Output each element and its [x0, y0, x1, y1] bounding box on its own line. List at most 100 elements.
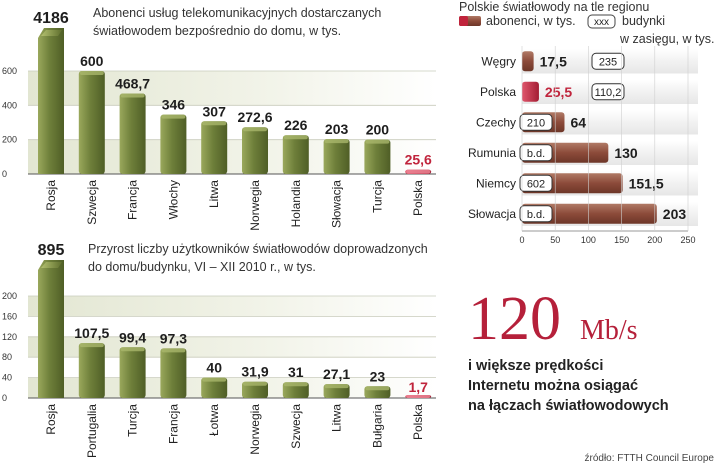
growth-tick-label: 40: [2, 373, 12, 383]
region-value-label-polska: 25,5: [545, 84, 572, 100]
subscribers-category-label-holandia: Holandia: [289, 180, 303, 228]
chart-subscribers-title-line1: Abonenci usług telekomunikacyjnych dosta…: [93, 6, 381, 20]
region-buildings-box-polska: [591, 83, 625, 101]
subscribers-value-label-szwecja: 600: [80, 53, 104, 69]
subscribers-bar-wlochy: [160, 114, 187, 174]
subscribers-bar-top-szwecja: [79, 71, 104, 75]
subscribers-category-label-rosja: Rosja: [44, 180, 58, 211]
region-category-label-slowacja: Słowacja: [468, 207, 516, 221]
legend-buildings-box: [587, 14, 616, 29]
growth-value-label-lotwa: 40: [206, 360, 222, 376]
growth-category-label-bulgaria: Bułgaria: [370, 404, 384, 448]
growth-bar-top-norwegia: [243, 381, 267, 386]
growth-tick-label: 120: [2, 332, 17, 342]
growth-band: [28, 296, 436, 317]
region-bar-slowacja: [522, 203, 657, 224]
region-buildings-box-wegry: [591, 52, 625, 70]
growth-bar-top-portugalia: [79, 343, 104, 348]
region-buildings-box-slowacja: [519, 205, 553, 223]
region-buildings-value-polska: 110,2: [595, 87, 622, 99]
subscribers-tick-label: 200: [2, 135, 17, 145]
region-bar-polska: [522, 81, 539, 102]
subscribers-bar-holandia: [282, 135, 309, 174]
region-category-label-czechy: Czechy: [476, 115, 516, 129]
chart-growth: Przyrost liczby użytkowników światłowodó…: [2, 242, 436, 458]
region-value-label-wegry: 17,5: [540, 53, 567, 69]
growth-category-label-rosja: Rosja: [44, 404, 58, 435]
growth-category-label-szwecja: Szwecja: [289, 404, 303, 449]
growth-value-label-polska: 1,7: [408, 379, 428, 395]
growth-value-label-francja: 97,3: [160, 330, 187, 346]
growth-bar-turcja: [119, 347, 146, 398]
subscribers-bar-top-francja: [120, 93, 145, 98]
growth-bar-top-litwa: [324, 384, 349, 389]
subscribers-bar-top-norwegia: [243, 127, 267, 132]
legend-subscribers-label: abonenci, w tys.: [486, 14, 576, 28]
subscribers-value-label-polska: 25,6: [405, 152, 432, 168]
subscribers-bar-top-polska: [406, 169, 431, 174]
chart-subscribers-title-line2: światłowodem bezpośrednio do domu, w tys…: [93, 24, 341, 38]
subscribers-bar-norwegia: [242, 127, 268, 174]
legend-buildings-label-line1: budynki: [622, 14, 665, 28]
subscribers-bar-top-turcja: [365, 139, 390, 144]
subscribers-bar-top-holandia: [283, 135, 308, 140]
growth-bar-top-francja: [161, 348, 186, 353]
growth-bar-lotwa: [201, 377, 228, 398]
region-buildings-box-niemcy: [519, 174, 553, 192]
subscribers-bar-francja: [119, 93, 146, 174]
growth-bar-top-szwecja: [283, 382, 308, 387]
chart-growth-title-line2: do domu/budynku, VI – XII 2010 r., w tys…: [88, 260, 316, 274]
growth-category-label-norwegia: Norwegia: [248, 404, 262, 455]
growth-bar-francja: [160, 348, 187, 398]
region-tick-label: 100: [581, 235, 596, 245]
subscribers-bar-top-slowacja: [324, 139, 349, 144]
subscribers-bar-turcja: [364, 139, 391, 174]
growth-tick-label: 160: [2, 311, 17, 321]
growth-bar-top-bulgaria: [365, 386, 390, 391]
subscribers-category-label-szwecja: Szwecja: [85, 180, 99, 225]
subscribers-category-label-norwegia: Norwegia: [248, 180, 262, 231]
chart-region-title: Polskie światłowody na tle regionu: [459, 0, 649, 14]
region-buildings-value-wegry: 235: [599, 56, 617, 68]
region-tick-label: 200: [647, 235, 662, 245]
region-tick-label: 250: [680, 235, 695, 245]
region-tick-label: 50: [550, 235, 560, 245]
speed-text-line2: Internetu można osiągać: [468, 378, 638, 394]
subscribers-value-label-norwegia: 272,6: [237, 109, 272, 125]
growth-value-label-rosja: 895: [38, 242, 65, 259]
source-note: źródło: FTTH Council Europe: [585, 453, 715, 464]
growth-value-label-szwecja: 31: [288, 364, 304, 380]
growth-tick-label: 80: [2, 352, 12, 362]
subscribers-value-label-slowacja: 203: [325, 121, 349, 137]
subscribers-bar-litwa: [201, 121, 228, 174]
subscribers-category-label-turcja: Turcja: [370, 180, 384, 213]
growth-value-label-norwegia: 31,9: [241, 364, 268, 380]
chart-region: Polskie światłowody na tle regionu abone…: [459, 0, 714, 245]
region-category-label-niemcy: Niemcy: [476, 176, 516, 190]
subscribers-bar-top-litwa: [202, 121, 227, 126]
subscribers-bar-slowacja: [323, 139, 350, 174]
region-bar-wegry: [522, 51, 534, 72]
subscribers-bar-rosja: [38, 28, 64, 174]
region-buildings-box-czechy: [519, 113, 553, 131]
growth-bar-top-polska: [406, 395, 431, 398]
growth-value-label-portugalia: 107,5: [74, 325, 109, 341]
region-value-label-rumunia: 130: [614, 145, 638, 161]
subscribers-value-label-litwa: 307: [203, 103, 227, 119]
region-category-label-rumunia: Rumunia: [468, 146, 516, 160]
speed-unit: Mb/s: [580, 315, 638, 346]
subscribers-value-label-wlochy: 346: [162, 97, 186, 113]
growth-bar-portugalia: [78, 343, 105, 398]
growth-value-label-litwa: 27,1: [323, 366, 350, 382]
growth-value-label-turcja: 99,4: [119, 329, 146, 345]
subscribers-value-label-francja: 468,7: [115, 76, 150, 92]
subscribers-bar-cap-rosja: [41, 30, 62, 36]
growth-tick-label: 0: [2, 393, 7, 403]
legend-buildings-label-line2: w zasięgu, w tys.: [619, 32, 714, 46]
region-value-label-czechy: 64: [570, 114, 586, 130]
region-buildings-value-slowacja: b.d.: [527, 209, 545, 221]
region-buildings-value-czechy: 210: [527, 117, 545, 129]
subscribers-tick-label: 0: [2, 169, 7, 179]
subscribers-value-label-turcja: 200: [366, 122, 390, 138]
subscribers-tick-label: 600: [2, 66, 17, 76]
